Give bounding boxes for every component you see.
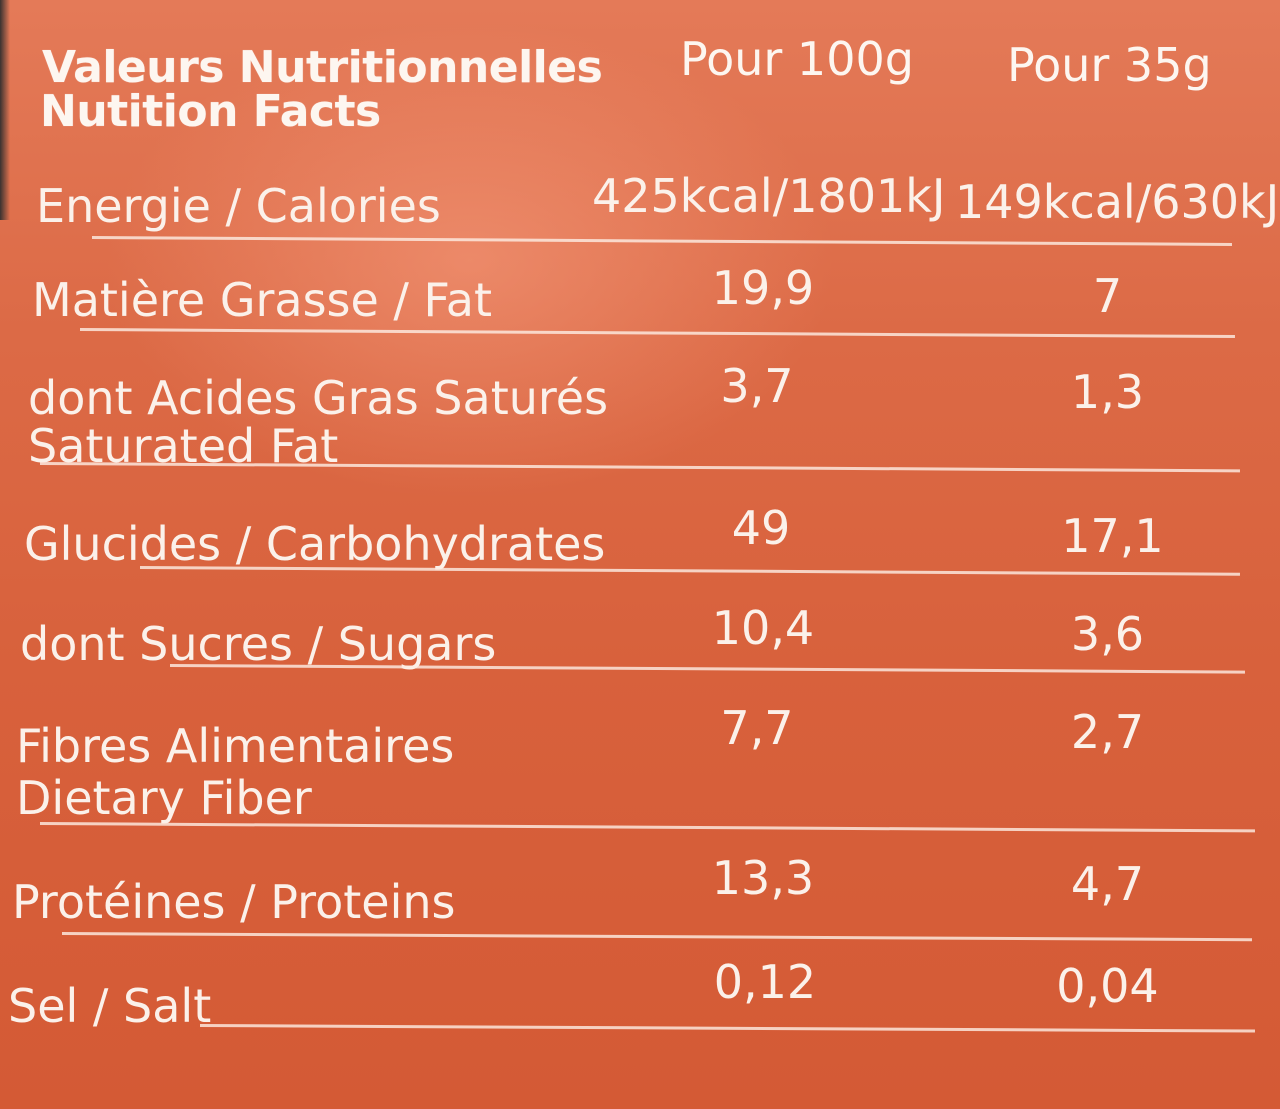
row-divider	[61, 932, 1252, 942]
saturated-fat-per-100g: 3,7	[720, 359, 794, 413]
table-title-fr: Valeurs Nutritionnelles	[42, 42, 603, 93]
row-label-fat: Matière Grasse / Fat	[32, 273, 492, 327]
fiber-per-35g: 2,7	[1070, 705, 1145, 759]
sugars-per-35g: 3,6	[1070, 607, 1145, 661]
fiber-per-100g: 7,7	[720, 701, 794, 755]
proteins-per-35g: 4,7	[1070, 857, 1145, 911]
row-divider	[39, 822, 1255, 833]
row-label-carbohydrates: Glucides / Carbohydrates	[24, 517, 606, 571]
row-label-salt: Sel / Salt	[8, 979, 212, 1033]
proteins-per-100g: 13,3	[711, 851, 815, 905]
energy-per-35g: 149kcal/630kJ	[955, 175, 1280, 229]
row-label-proteins: Protéines / Proteins	[12, 875, 456, 929]
package-edge-shadow	[0, 0, 10, 220]
carbohydrates-per-100g: 49	[731, 501, 791, 555]
row-label-fiber-en: Dietary Fiber	[16, 771, 312, 825]
column-header-100g: Pour 100g	[680, 32, 914, 86]
saturated-fat-per-35g: 1,3	[1070, 365, 1145, 419]
row-label-sugars: dont Sucres / Sugars	[20, 617, 497, 671]
fat-per-35g: 7	[1092, 269, 1123, 323]
row-divider	[199, 1024, 1255, 1033]
carbohydrates-per-35g: 17,1	[1061, 509, 1164, 563]
row-label-saturated-fat-fr: dont Acides Gras Saturés	[28, 371, 609, 425]
row-label-fiber-fr: Fibres Alimentaires	[16, 719, 455, 773]
row-divider	[79, 328, 1235, 339]
salt-per-35g: 0,04	[1056, 959, 1159, 1013]
row-divider	[91, 236, 1232, 246]
energy-per-100g: 425kcal/1801kJ	[592, 169, 946, 223]
table-title-en: Nutition Facts	[40, 86, 381, 137]
row-label-energy: Energie / Calories	[36, 179, 441, 233]
fat-per-100g: 19,9	[711, 261, 815, 315]
sugars-per-100g: 10,4	[711, 601, 815, 655]
salt-per-100g: 0,12	[713, 955, 817, 1009]
column-header-35g: Pour 35g	[1007, 38, 1212, 92]
